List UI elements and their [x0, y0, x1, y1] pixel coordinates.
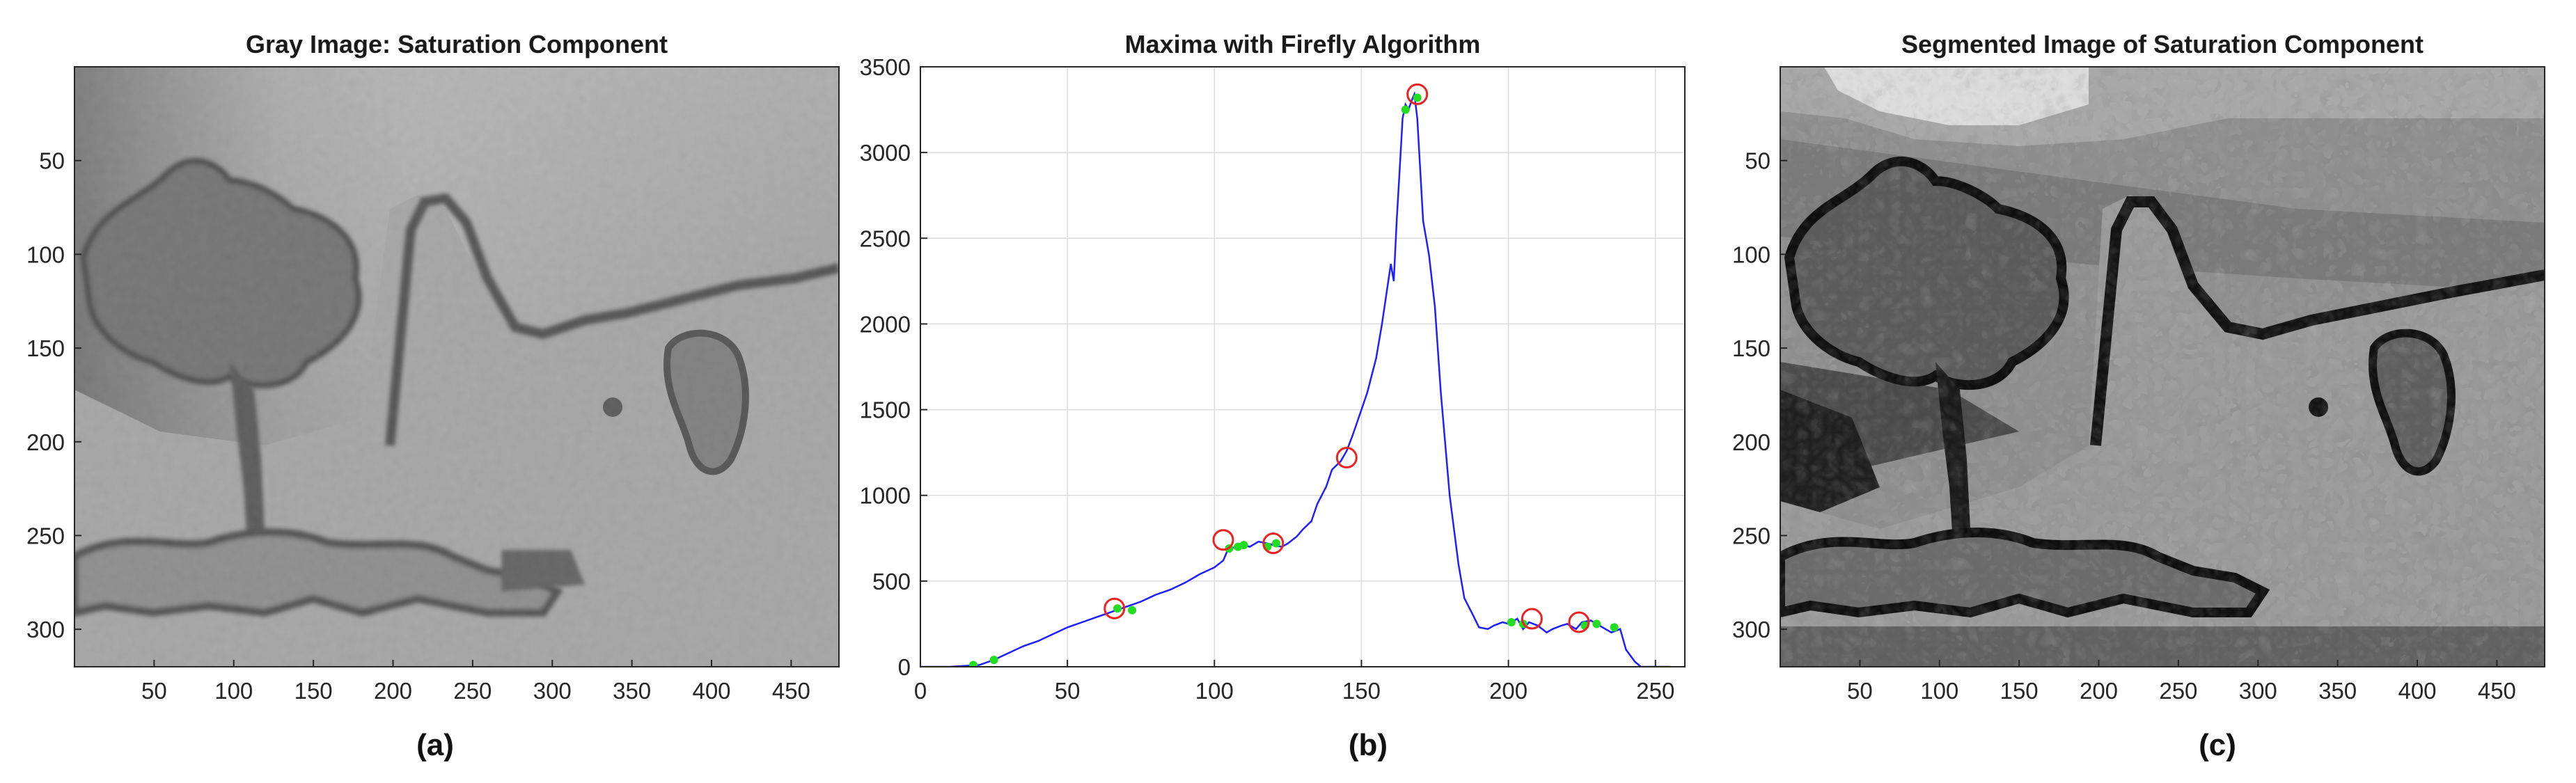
- panel-b-xtick-label: 250: [1636, 678, 1674, 704]
- a-ytick-label: 200: [26, 429, 65, 455]
- maxima-circle: [1335, 447, 1358, 469]
- panel-a-xticks: 50 100 150 200 250 300 350 400 450: [141, 660, 810, 704]
- panel-b-caption: (b): [1349, 728, 1388, 762]
- panel-c-image: [1780, 67, 2545, 667]
- maxima-circle: [1568, 611, 1590, 633]
- panel-b-ytick-label: 3000: [860, 140, 911, 166]
- a-xtick-label: 50: [141, 678, 167, 704]
- a-ytick-label: 250: [26, 523, 65, 548]
- panel-b-maxima: [1104, 83, 1590, 633]
- a-xtick-label: 200: [374, 678, 412, 704]
- c-ytick-label: 300: [1732, 617, 1770, 642]
- panel-a-frame: [74, 66, 840, 667]
- panel-b-ytick-label: 500: [872, 569, 911, 594]
- panel-b-ytick-label: 3500: [860, 54, 911, 80]
- a-ytick-label: 50: [39, 148, 65, 174]
- panel-b-fireflies: [969, 93, 1619, 667]
- firefly-point: [1239, 541, 1248, 550]
- panel-a-caption: (a): [416, 728, 454, 762]
- firefly-point: [969, 661, 978, 667]
- panel-b-ytick-label: 1500: [860, 397, 911, 423]
- panel-b-xtick-label: 150: [1342, 678, 1381, 704]
- panel-c-yticks: 50 100 150 200 250 300: [1732, 148, 1787, 642]
- panel-b: Maxima with Firefly Algorithm 0 50 100 150 2…: [860, 30, 1686, 762]
- c-xtick-label: 300: [2239, 678, 2277, 704]
- a-xtick-label: 400: [692, 678, 730, 704]
- panel-c-caption: (c): [2199, 728, 2236, 762]
- firefly-point: [989, 656, 998, 665]
- c-xtick-label: 250: [2159, 678, 2197, 704]
- a-xtick-label: 100: [214, 678, 253, 704]
- panel-a-yticks: 50 100 150 200 250 300: [26, 148, 81, 642]
- a-ytick-label: 100: [26, 242, 65, 267]
- a-xtick-label: 350: [613, 678, 651, 704]
- panel-b-ytick-label: 2500: [860, 226, 911, 251]
- c-xtick-label: 400: [2398, 678, 2436, 704]
- a-ytick-label: 300: [26, 617, 65, 642]
- panel-b-title: Maxima with Firefly Algorithm: [1125, 30, 1481, 58]
- panel-b-xtick-label: 100: [1195, 678, 1234, 704]
- c-xtick-label: 200: [2080, 678, 2118, 704]
- firefly-point: [1592, 619, 1601, 628]
- panel-b-xtick-label: 0: [914, 678, 927, 704]
- panel-b-ytick-label: 2000: [860, 311, 911, 337]
- firefly-point: [1401, 105, 1410, 114]
- firefly-point: [1507, 617, 1516, 626]
- c-xtick-label: 50: [1847, 678, 1873, 704]
- c-xtick-label: 350: [2318, 678, 2357, 704]
- maxima-circle: [1406, 83, 1429, 105]
- panel-b-xtick-label: 200: [1489, 678, 1527, 704]
- panel-b-frame: [920, 66, 1686, 667]
- maxima-circle: [1104, 597, 1126, 619]
- c-ytick-label: 150: [1732, 335, 1770, 361]
- c-ytick-label: 200: [1732, 429, 1770, 455]
- panel-a-image: [74, 67, 839, 667]
- c-ytick-label: 50: [1745, 148, 1770, 174]
- panel-b-series-line: [920, 90, 1670, 667]
- panel-b-ytick-label: 0: [898, 654, 911, 680]
- panel-b-xtick-label: 50: [1055, 678, 1081, 704]
- a-ytick-label: 150: [26, 335, 65, 361]
- panel-b-xticks: 0 50 100 150 200 250: [914, 660, 1674, 704]
- firefly-point: [1271, 539, 1280, 548]
- a-xtick-label: 250: [453, 678, 492, 704]
- panel-c-title: Segmented Image of Saturation Component: [1901, 30, 2424, 58]
- firefly-point: [1413, 93, 1422, 102]
- panel-c-frame: [1780, 66, 2545, 667]
- maxima-circle: [1262, 532, 1285, 555]
- c-ytick-label: 250: [1732, 523, 1770, 548]
- maxima-circle: [1212, 529, 1234, 551]
- maxima-circle: [1521, 608, 1543, 630]
- a-xtick-label: 300: [533, 678, 572, 704]
- panel-c-xticks: 50 100 150 200 250 300 350 400 450: [1847, 660, 2516, 704]
- c-xtick-label: 150: [2000, 678, 2039, 704]
- c-xtick-label: 100: [1920, 678, 1958, 704]
- a-xtick-label: 150: [294, 678, 333, 704]
- c-xtick-label: 450: [2478, 678, 2516, 704]
- panel-b-plot-area: [920, 67, 1685, 667]
- firefly-point: [1113, 604, 1122, 613]
- panel-b-ytick-label: 1000: [860, 483, 911, 509]
- panel-b-yticks: 0 500 1000 1500 2000 2500 3000 3500: [860, 54, 927, 680]
- c-ytick-label: 100: [1732, 242, 1770, 267]
- panel-a-title: Gray Image: Saturation Component: [246, 30, 668, 58]
- firefly-point: [1128, 606, 1137, 615]
- a-xtick-label: 450: [772, 678, 810, 704]
- panel-c: Segmented Image of Saturation Component …: [1732, 30, 2545, 762]
- firefly-point: [1610, 623, 1619, 632]
- panel-a: Gray Image: Saturation Component 50 100: [26, 30, 840, 762]
